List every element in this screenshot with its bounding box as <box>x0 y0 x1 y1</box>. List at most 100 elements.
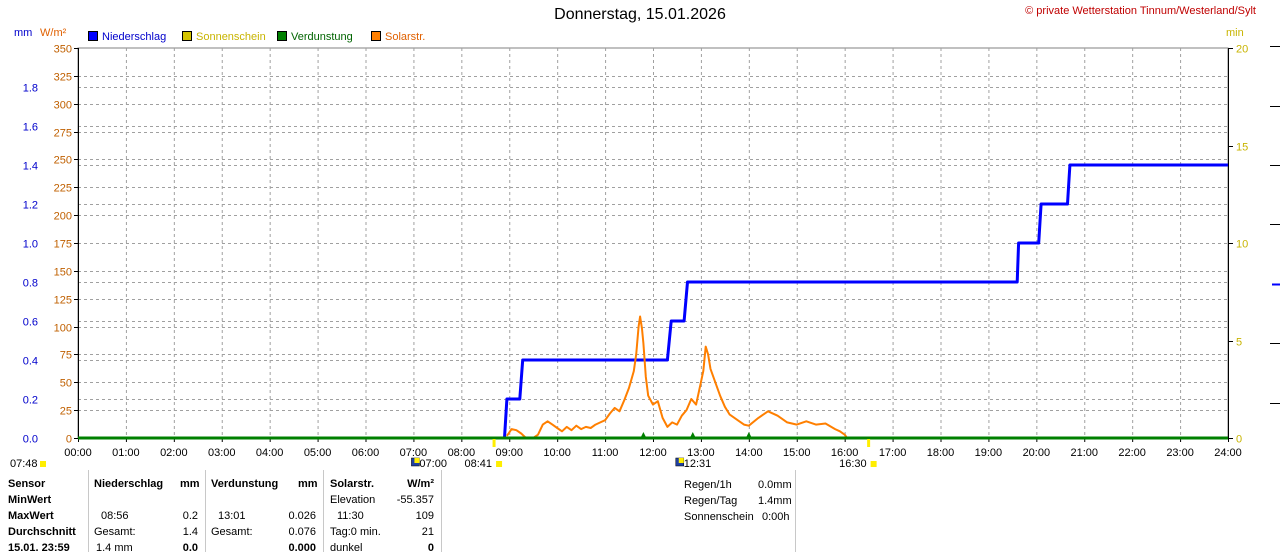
unit-wm2-label: W/m² <box>40 27 67 39</box>
moon-phase-icon <box>414 458 420 463</box>
sunrise-time-label: 08:41 <box>465 458 493 470</box>
x-tick-label: 21:00 <box>1070 447 1098 459</box>
stats-solar-dark-val: 0 <box>427 542 434 554</box>
unit-min-label: min <box>1226 27 1244 39</box>
y-tick-label-mm: 1.2 <box>23 200 38 212</box>
stats-evap-head: Verdunstung <box>211 478 279 490</box>
legend-item-niederschlag: Niederschlag <box>88 31 166 43</box>
unit-mm-label: mm <box>14 27 33 39</box>
stats-label-now: 15.01. 23:59 <box>8 542 70 554</box>
stats-solar-elev-val: -55.357 <box>396 494 434 506</box>
stats-solar-max-val: 109 <box>415 510 434 522</box>
legend-swatch <box>371 31 381 41</box>
y-tick-label-wm2: 0 <box>66 434 72 446</box>
evaporation-marker <box>745 432 752 438</box>
legend-label: Verdunstung <box>291 31 353 43</box>
stats-label-sensor: Sensor <box>8 478 46 490</box>
stats-label-max: MaxWert <box>8 510 54 522</box>
y-tick-label-mm: 1.0 <box>23 239 38 251</box>
stats-rain-now-big: 0.0 <box>182 542 198 554</box>
legend-swatch <box>277 31 287 41</box>
y-tick-label-wm2: 75 <box>60 350 72 362</box>
stats-solar-tag-val: 21 <box>421 526 434 538</box>
stats-rain-sum-val: 1.4 <box>182 526 198 538</box>
x-tick-label: 17:00 <box>879 447 907 459</box>
stats-solar-max-time: 11:30 <box>337 510 364 522</box>
summary-sunshine-label: Sonnenschein <box>684 511 754 523</box>
x-tick-label: 10:00 <box>543 447 571 459</box>
moon-time-label: 07:00 <box>419 458 447 470</box>
sunrise-tick-icon <box>492 439 496 447</box>
stats-solar-head: Solarstr. <box>330 478 375 490</box>
y-tick-label-min: 10 <box>1236 239 1248 251</box>
x-tick-label: 05:00 <box>304 447 332 459</box>
series-line-niederschlag <box>78 163 1228 440</box>
x-tick-label: 04:00 <box>256 447 284 459</box>
y-tick-label-min: 20 <box>1236 44 1248 56</box>
x-tick-label: 03:00 <box>208 447 236 459</box>
stats-evap-sum-label: Gesamt: <box>211 526 253 538</box>
y-tick-label-wm2: 350 <box>54 44 72 56</box>
moon-time-label: 12:31 <box>684 458 712 470</box>
stats-evap-max-val: 0.026 <box>288 510 316 522</box>
x-tick-label: 23:00 <box>1166 447 1194 459</box>
y-tick-label-wm2: 275 <box>54 128 72 140</box>
stats-evap-sum-val: 0.076 <box>288 526 316 538</box>
x-tick-label: 14:00 <box>735 447 763 459</box>
evaporation-marker <box>640 432 647 438</box>
x-tick-label: 11:00 <box>592 447 619 459</box>
summary-rain-day-label: Regen/Tag <box>684 495 738 507</box>
x-tick-label: 06:00 <box>352 447 380 459</box>
x-tick-label: 07:00 <box>400 447 428 459</box>
sun-dot-icon <box>870 461 877 467</box>
stats-rain-unit: mm <box>180 478 200 490</box>
stats-evap-unit: mm <box>298 478 318 490</box>
stats-evap-now-big: 0.000 <box>288 542 316 554</box>
y-tick-label-min: 0 <box>1236 434 1242 446</box>
stats-solar-elev-label: Elevation <box>330 494 376 506</box>
y-tick-label-mm: 0.2 <box>23 395 38 407</box>
y-tick-label-wm2: 200 <box>54 211 72 223</box>
summary-rain-day-value: 1.4mm <box>758 495 792 507</box>
x-tick-label: 12:00 <box>639 447 667 459</box>
y-tick-label-mm: 0.0 <box>23 434 38 446</box>
credit-text: © private Wetterstation Tinnum/Westerlan… <box>1025 5 1256 17</box>
y-tick-label-wm2: 300 <box>54 100 72 112</box>
sunset-time-label: 16:30 <box>839 458 867 470</box>
y-tick-label-wm2: 50 <box>60 378 72 390</box>
legend-item-verdunstung: Verdunstung <box>277 31 353 43</box>
stats-solar-tag-label: Tag:0 min. <box>330 526 381 538</box>
legend-label: Sonnenschein <box>196 31 266 43</box>
legend-swatch <box>182 31 192 41</box>
summary-sunshine-value: 0:00h <box>762 511 790 523</box>
y-tick-label-wm2: 225 <box>54 183 72 195</box>
legend-swatch <box>88 31 98 41</box>
y-tick-label-mm: 1.4 <box>23 161 38 173</box>
x-tick-label: 09:00 <box>495 447 523 459</box>
stats-solar-dark-label: dunkel <box>330 542 363 554</box>
x-tick-label: 19:00 <box>975 447 1003 459</box>
stats-label-avg: Durchschnitt <box>8 526 76 538</box>
series-line-solarstr <box>506 315 848 439</box>
stats-evap-max-time: 13:01 <box>218 510 246 522</box>
legend-label: Niederschlag <box>102 31 167 43</box>
x-tick-label: 15:00 <box>783 447 811 459</box>
x-tick-label: 08:00 <box>448 447 476 459</box>
stats-rain-max-val: 0.2 <box>182 510 198 522</box>
sun-dot-icon <box>496 461 503 467</box>
summary-rain-1h-label: Regen/1h <box>684 479 732 491</box>
y-tick-label-mm: 0.4 <box>23 356 38 368</box>
y-tick-label-min: 15 <box>1236 142 1248 154</box>
x-tick-label: 01:00 <box>112 447 140 459</box>
y-tick-label-mm: 0.6 <box>23 317 38 329</box>
stats-rain-now: 1.4 mm <box>96 542 133 554</box>
x-tick-label: 02:00 <box>160 447 188 459</box>
legend-item-sonnenschein: Sonnenschein <box>182 31 266 43</box>
left-time-label: 07:48 <box>10 458 38 470</box>
stats-solar-unit: W/m² <box>407 478 434 490</box>
x-tick-label: 00:00 <box>64 447 92 459</box>
stats-rain-sum-label: Gesamt: <box>94 526 136 538</box>
y-tick-label-wm2: 125 <box>54 295 72 307</box>
y-tick-label-mm: 0.8 <box>23 278 38 290</box>
sunset-tick-icon <box>867 439 871 447</box>
